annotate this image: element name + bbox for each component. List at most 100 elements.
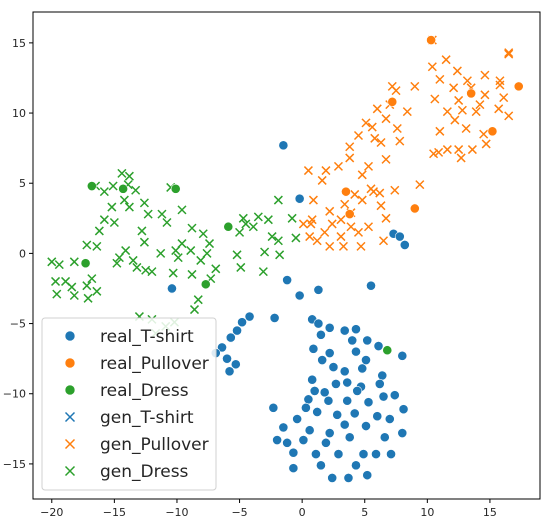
legend-box — [41, 317, 217, 491]
point-gen-dress — [258, 267, 268, 277]
point-real-dress — [118, 183, 129, 194]
legend-marker-gen-pullover — [64, 438, 76, 450]
point-real-pullover — [344, 209, 355, 219]
point-real-t-shirt — [386, 449, 396, 459]
point-real-t-shirt — [358, 449, 369, 459]
x-tick-label: 0 — [299, 506, 306, 519]
point-real-t-shirt — [399, 240, 410, 250]
point-real-t-shirt — [294, 290, 305, 301]
point-gen-dress — [124, 171, 134, 181]
point-real-t-shirt — [351, 324, 361, 335]
point-gen-pullover — [441, 55, 451, 65]
point-gen-dress — [109, 217, 119, 228]
point-real-t-shirt — [237, 317, 247, 328]
point-gen-pullover — [333, 161, 343, 171]
point-real-pullover — [341, 186, 351, 197]
point-real-t-shirt — [323, 395, 334, 406]
point-gen-pullover — [357, 195, 367, 205]
point-real-pullover — [487, 126, 498, 137]
point-gen-pullover — [345, 142, 355, 152]
point-real-dress — [382, 345, 393, 356]
point-gen-pullover — [479, 129, 489, 139]
point-real-t-shirt — [288, 447, 299, 458]
point-gen-pullover — [480, 70, 490, 80]
point-real-t-shirt — [224, 366, 235, 377]
point-gen-pullover — [346, 222, 356, 232]
point-real-t-shirt — [347, 335, 358, 346]
point-gen-pullover — [363, 222, 374, 232]
x-tick-label: 5 — [361, 506, 368, 519]
point-gen-pullover — [454, 95, 464, 105]
point-real-t-shirt — [311, 449, 321, 459]
point-real-t-shirt — [373, 341, 384, 351]
point-gen-dress — [52, 289, 62, 299]
legend-marker-real-dress — [64, 384, 76, 396]
x-tick-label: −20 — [40, 506, 63, 519]
point-real-t-shirt — [225, 332, 236, 343]
point-gen-dress — [187, 269, 197, 279]
point-gen-dress — [241, 219, 251, 229]
point-real-t-shirt — [298, 435, 309, 445]
x-tick-label: −10 — [165, 506, 188, 519]
point-real-t-shirt — [294, 193, 305, 204]
point-gen-pullover — [367, 122, 377, 132]
point-real-t-shirt — [377, 370, 388, 381]
point-gen-pullover — [353, 227, 364, 237]
point-real-t-shirt — [303, 394, 314, 405]
point-gen-dress — [189, 305, 200, 315]
point-real-t-shirt — [371, 449, 381, 459]
point-gen-pullover — [442, 145, 452, 155]
point-gen-pullover — [325, 241, 335, 251]
point-real-t-shirt — [307, 374, 318, 385]
point-real-t-shirt — [339, 325, 350, 336]
point-gen-dress — [263, 215, 273, 225]
point-gen-dress — [82, 281, 92, 291]
point-gen-dress — [156, 248, 166, 258]
y-axis-ticks: 15 10 5 0 −5 −10 −15 — [3, 37, 33, 471]
point-gen-dress — [114, 253, 124, 263]
point-real-t-shirt — [374, 379, 385, 389]
point-gen-dress — [260, 247, 270, 257]
point-real-t-shirt — [321, 437, 331, 448]
point-real-t-shirt — [351, 460, 361, 471]
point-gen-pullover — [325, 206, 335, 216]
point-real-pullover — [426, 35, 436, 45]
y-tick-label: −5 — [10, 318, 26, 331]
point-gen-pullover — [430, 94, 440, 104]
point-real-t-shirt — [332, 409, 343, 420]
point-real-t-shirt — [328, 362, 339, 372]
point-real-t-shirt — [398, 404, 409, 415]
point-real-t-shirt — [278, 422, 289, 433]
legend: real_T-shirt real_Pullover real_Dress gen_T… — [41, 317, 217, 491]
point-gen-pullover — [415, 180, 425, 190]
point-real-dress — [170, 183, 181, 194]
point-real-pullover — [409, 203, 420, 214]
point-gen-pullover — [305, 232, 315, 242]
point-real-dress — [223, 221, 234, 232]
point-gen-pullover — [381, 154, 391, 164]
point-gen-pullover — [378, 236, 389, 246]
point-gen-pullover — [306, 219, 316, 229]
point-real-t-shirt — [331, 379, 341, 389]
point-real-t-shirt — [317, 355, 328, 365]
point-gen-dress — [238, 213, 248, 223]
point-gen-pullover — [427, 62, 437, 72]
point-gen-pullover — [336, 232, 346, 242]
point-gen-dress — [267, 232, 277, 242]
point-gen-dress — [112, 258, 122, 268]
legend-label-real-pullover: real_Pullover — [100, 354, 209, 374]
point-real-t-shirt — [232, 325, 242, 336]
point-gen-dress — [131, 185, 141, 195]
point-gen-dress — [83, 293, 93, 303]
point-gen-pullover — [350, 189, 360, 199]
point-real-pullover — [466, 88, 477, 99]
point-gen-pullover — [298, 219, 308, 229]
point-gen-dress — [99, 187, 109, 197]
legend-label-gen-pullover: gen_Pullover — [100, 435, 209, 455]
point-real-pullover — [387, 96, 398, 107]
point-real-t-shirt — [389, 390, 400, 401]
point-gen-pullover — [308, 195, 318, 205]
point-gen-pullover — [312, 236, 322, 246]
point-real-t-shirt — [230, 359, 241, 370]
